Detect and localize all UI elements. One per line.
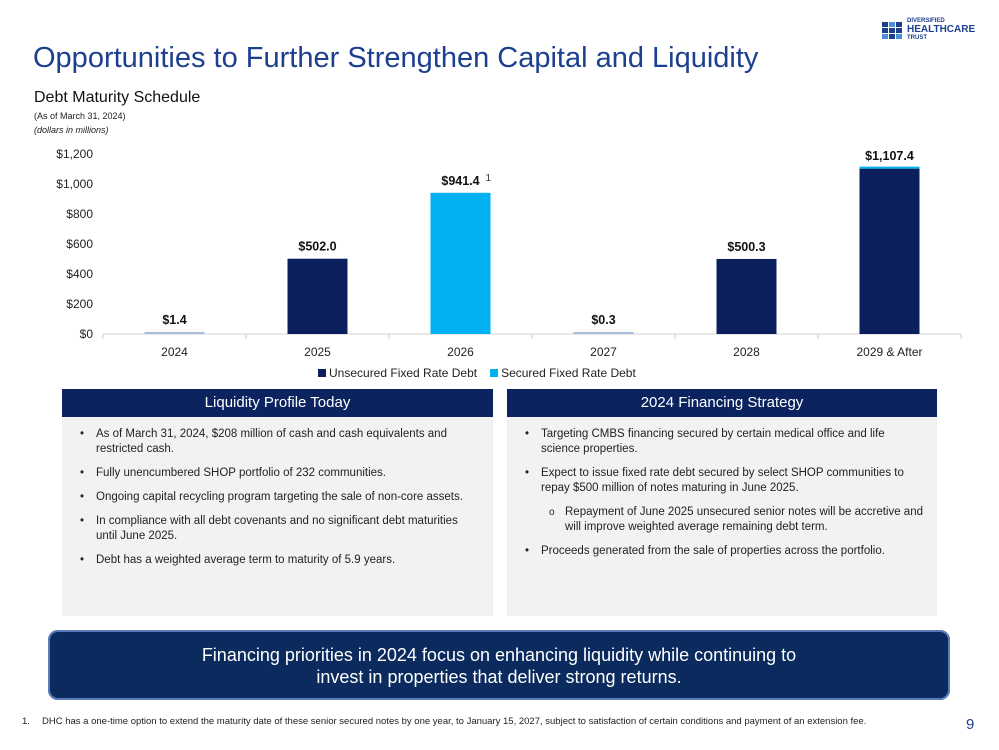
financing-strategy-title: 2024 Financing Strategy bbox=[507, 389, 937, 417]
company-logo: DIVERSIFIED HEALTHCARE TRUST bbox=[882, 18, 975, 42]
x-tick-label: 2028 bbox=[733, 345, 760, 359]
legend-label: Unsecured Fixed Rate Debt bbox=[329, 366, 478, 380]
list-item: Debt has a weighted average term to matu… bbox=[78, 553, 479, 568]
list-item: Proceeds generated from the sale of prop… bbox=[523, 544, 923, 559]
y-tick-label: $600 bbox=[66, 237, 93, 251]
chart-title: Debt Maturity Schedule bbox=[34, 89, 201, 106]
data-label: $1.4 bbox=[162, 313, 186, 327]
liquidity-profile-title: Liquidity Profile Today bbox=[62, 389, 493, 417]
x-tick-label: 2029 & After bbox=[856, 345, 922, 359]
logo-line3: TRUST bbox=[907, 35, 927, 41]
logo-line2: HEALTHCARE bbox=[907, 24, 976, 35]
y-tick-label: $1,200 bbox=[56, 147, 93, 161]
liquidity-profile-panel: Liquidity Profile Today As of March 31, … bbox=[62, 389, 493, 616]
page-number: 9 bbox=[966, 716, 975, 733]
y-tick-label: $1,000 bbox=[56, 177, 93, 191]
bar-secured-fixed-rate-debt bbox=[859, 166, 920, 169]
banner-line1: Financing priorities in 2024 focus on en… bbox=[201, 645, 797, 665]
bar-unsecured-fixed-rate-debt bbox=[144, 332, 205, 334]
footnote-marker: 1 bbox=[486, 173, 492, 184]
y-tick-label: $200 bbox=[66, 297, 93, 311]
legend-swatch bbox=[318, 369, 326, 377]
legend-swatch bbox=[490, 369, 499, 377]
bar-unsecured-fixed-rate-debt bbox=[859, 168, 920, 334]
units-note: (dollars in millions) bbox=[34, 125, 109, 135]
data-label: $941.4 bbox=[441, 174, 479, 188]
y-tick-label: $800 bbox=[66, 207, 93, 221]
list-item: Fully unencumbered SHOP portfolio of 232… bbox=[78, 466, 479, 481]
list-item: Ongoing capital recycling program target… bbox=[78, 490, 479, 505]
logo-mark-icon bbox=[882, 21, 902, 39]
logo-line1: DIVERSIFIED bbox=[907, 18, 945, 24]
legend-label: Secured Fixed Rate Debt bbox=[501, 366, 636, 380]
footnote-number: 1. bbox=[22, 716, 30, 727]
list-item: Targeting CMBS financing secured by cert… bbox=[523, 427, 923, 457]
x-tick-label: 2026 bbox=[447, 345, 474, 359]
bar-secured-fixed-rate-debt bbox=[430, 192, 491, 334]
data-label: $502.0 bbox=[298, 240, 336, 254]
x-tick-label: 2025 bbox=[304, 345, 331, 359]
financing-strategy-panel: 2024 Financing Strategy Targeting CMBS f… bbox=[507, 389, 937, 616]
banner-line2: invest in properties that deliver strong… bbox=[316, 667, 682, 687]
footnote: 1. DHC has a one-time option to extend t… bbox=[22, 716, 902, 728]
bar-unsecured-fixed-rate-debt bbox=[287, 258, 348, 334]
data-label: $1,107.4 bbox=[865, 149, 914, 163]
x-tick-label: 2027 bbox=[590, 345, 617, 359]
footnote-text: DHC has a one-time option to extend the … bbox=[42, 716, 867, 727]
x-tick-label: 2024 bbox=[161, 345, 188, 359]
y-tick-label: $0 bbox=[80, 327, 94, 341]
page-title: Opportunities to Further Strengthen Capi… bbox=[33, 42, 759, 74]
data-label: $0.3 bbox=[591, 313, 615, 327]
bar-unsecured-fixed-rate-debt bbox=[573, 332, 634, 334]
as-of-note: (As of March 31, 2024) bbox=[34, 111, 126, 121]
list-item: In compliance with all debt covenants an… bbox=[78, 514, 479, 544]
data-label: $500.3 bbox=[727, 240, 765, 254]
y-tick-label: $400 bbox=[66, 267, 93, 281]
list-item: As of March 31, 2024, $208 million of ca… bbox=[78, 427, 479, 457]
summary-banner: Financing priorities in 2024 focus on en… bbox=[48, 630, 950, 700]
bar-unsecured-fixed-rate-debt bbox=[716, 258, 777, 334]
sub-list-item: Repayment of June 2025 unsecured senior … bbox=[523, 505, 923, 535]
debt-maturity-chart: $0 $200 $400 $600 $800 $1,000 $1,200 $1.4 2024 $5… bbox=[56, 147, 962, 380]
list-item: Expect to issue fixed rate debt secured … bbox=[523, 466, 923, 496]
